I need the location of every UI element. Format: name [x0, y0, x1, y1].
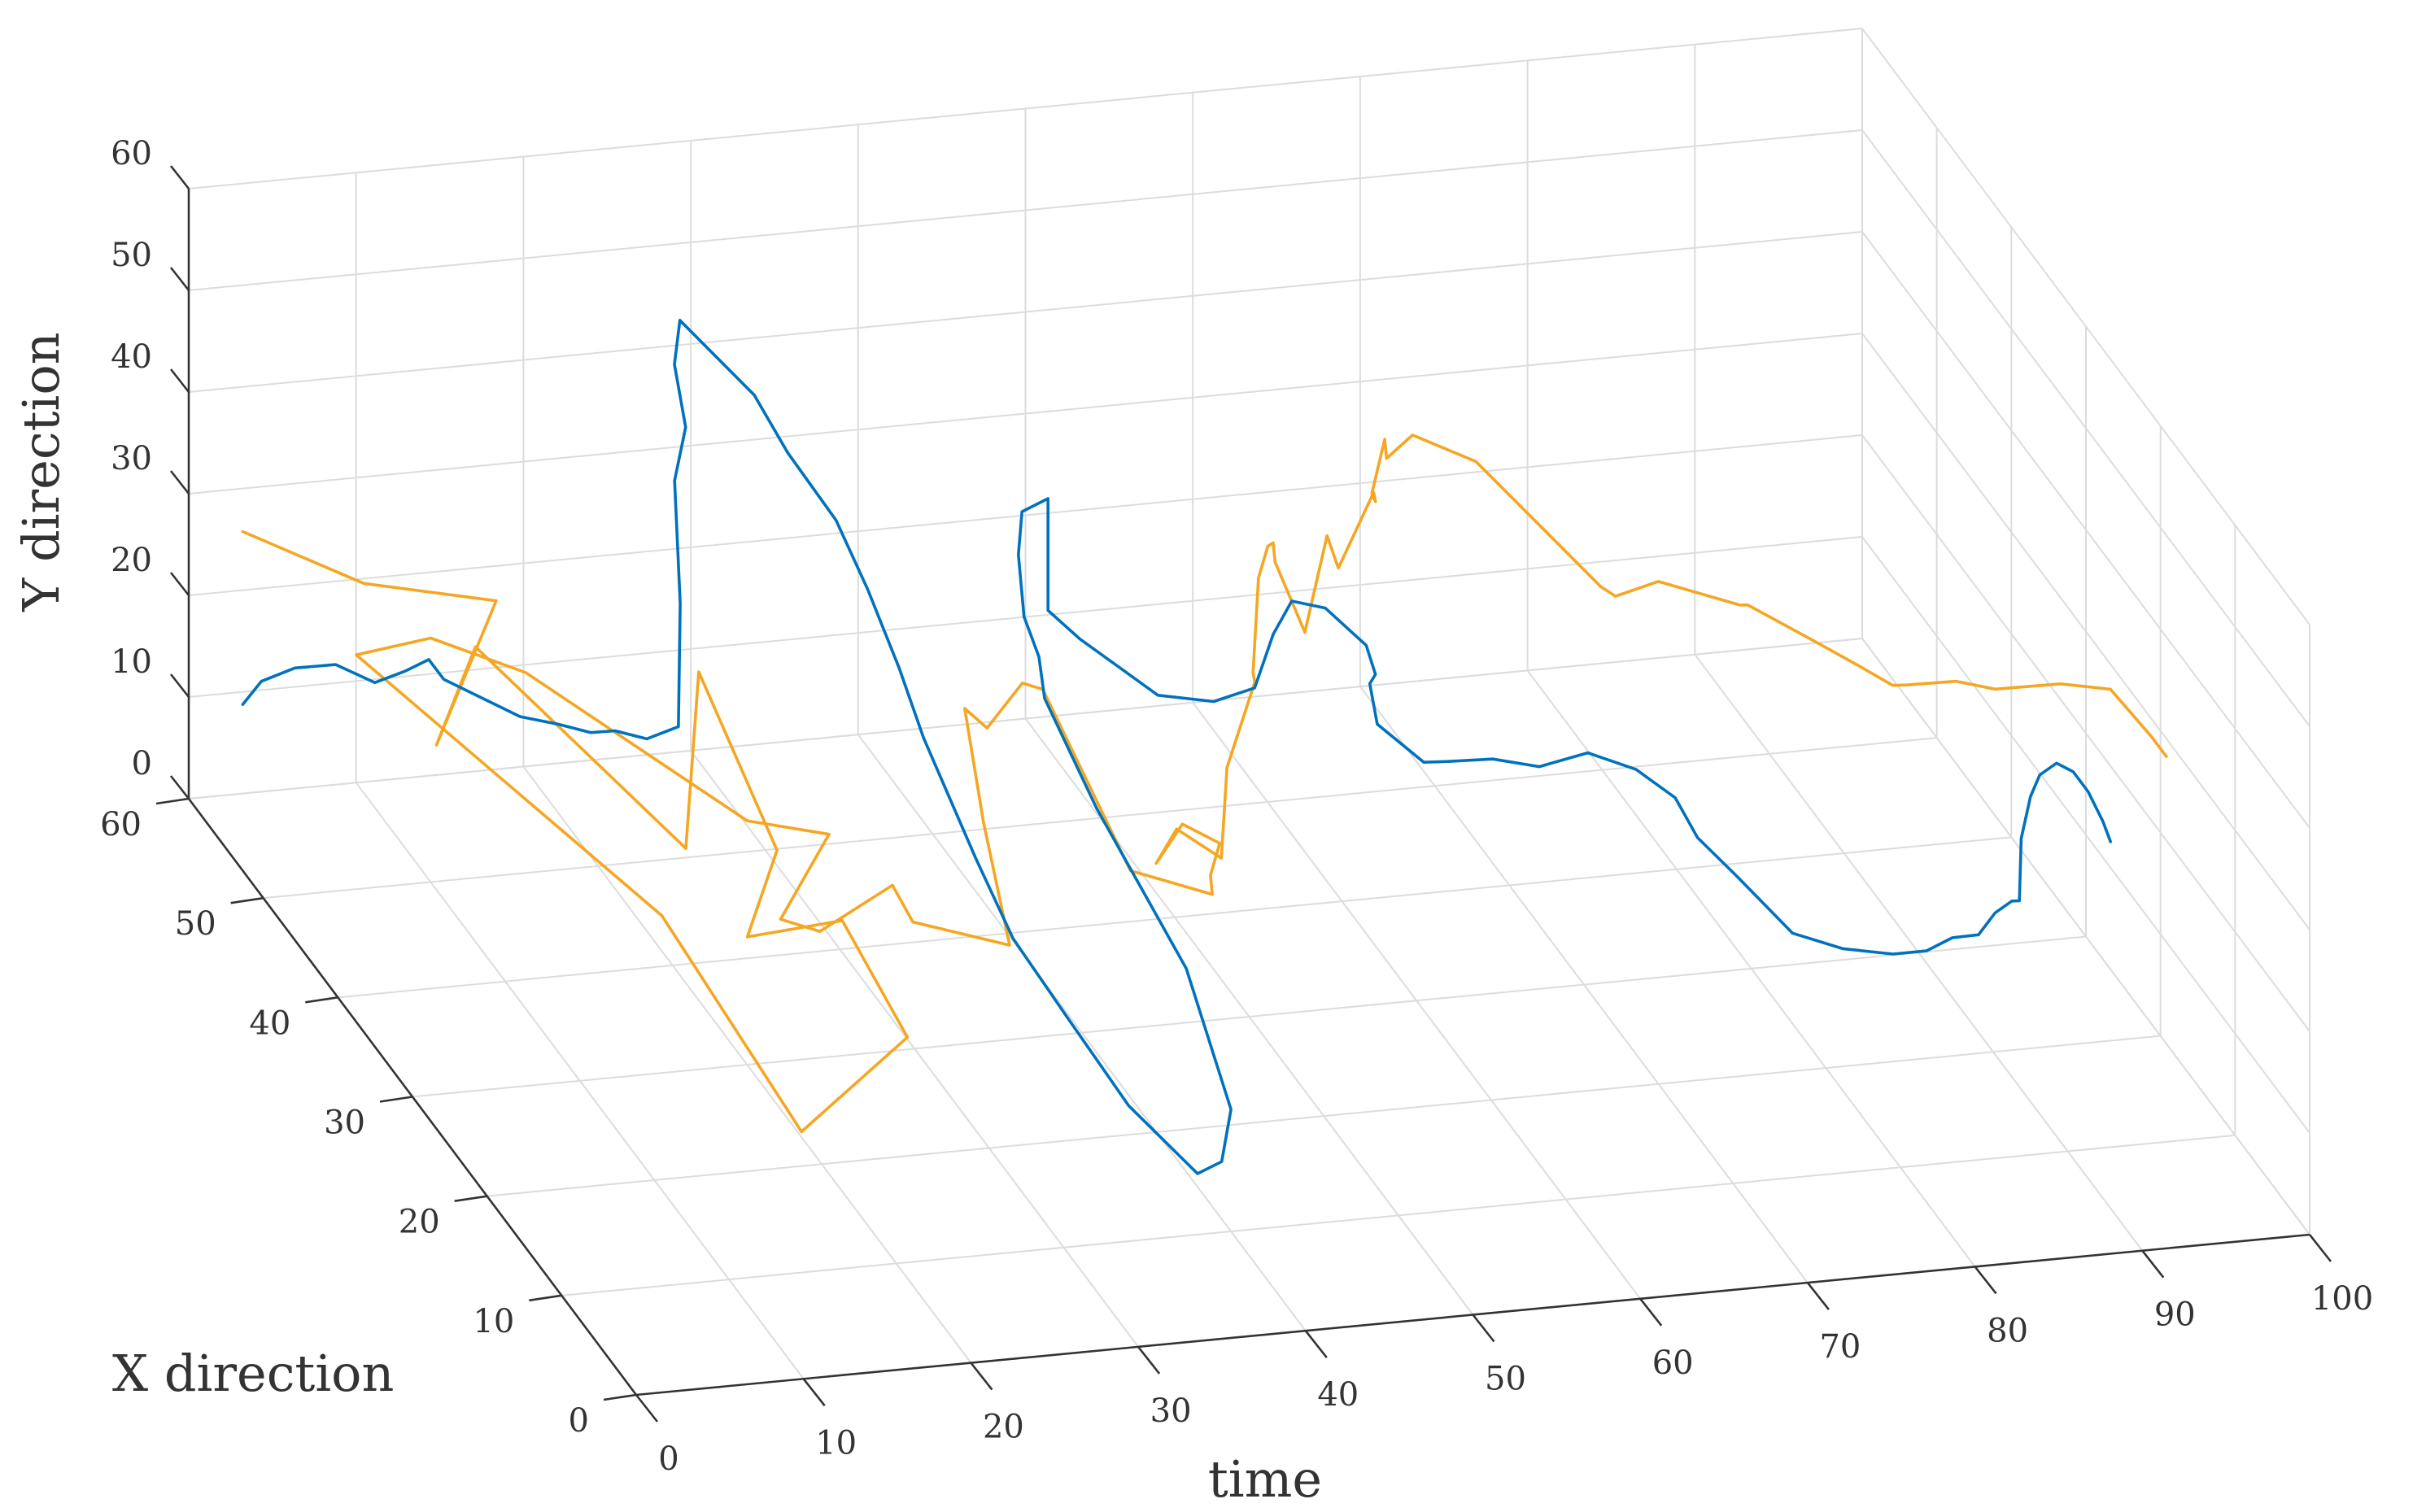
- back-wall-grid-line: [188, 638, 1863, 800]
- y-direction-tick-label: 20: [111, 542, 152, 579]
- time-tick-mark: [1472, 1314, 1495, 1343]
- time-tick-label: 20: [983, 1409, 1024, 1446]
- time-tick-label: 40: [1317, 1376, 1359, 1414]
- y-direction-tick-label: 30: [111, 440, 152, 477]
- side-wall-grid-line: [1861, 129, 2310, 727]
- y-direction-tick-mark: [169, 775, 190, 800]
- time-tick-mark: [802, 1378, 826, 1407]
- time-tick-mark: [1639, 1297, 1663, 1327]
- back-wall-grid-line: [188, 434, 1863, 596]
- floor-grid-line: [561, 1134, 2236, 1296]
- z-axis-title: Y direction: [11, 332, 71, 612]
- time-tick-label: 10: [815, 1424, 857, 1462]
- time-tick-mark: [2141, 1249, 2165, 1279]
- x-direction-tick-mark: [379, 1096, 413, 1103]
- side-wall-grid-line: [1861, 28, 2310, 625]
- floor-grid-line: [487, 1035, 2161, 1197]
- time-tick-label: 60: [1652, 1344, 1694, 1382]
- x-direction-tick-label: 10: [473, 1303, 514, 1340]
- x-direction-tick-mark: [529, 1294, 562, 1302]
- y-direction-tick-mark: [169, 368, 190, 393]
- floor-grid-line: [338, 836, 2012, 999]
- x-direction-tick-label: 0: [569, 1402, 589, 1440]
- plot-area: [241, 318, 2168, 1175]
- series-line: [241, 434, 2168, 1134]
- y-direction-tick-mark: [169, 673, 190, 698]
- back-wall-grid-line: [188, 28, 1863, 190]
- time-tick-label: 30: [1150, 1392, 1192, 1430]
- time-tick-mark: [2308, 1234, 2332, 1262]
- time-tick-label: 50: [1485, 1361, 1526, 1398]
- x-direction-tick-mark: [155, 797, 190, 805]
- y-axis-title: X direction: [112, 1344, 394, 1403]
- time-tick-mark: [1137, 1346, 1161, 1375]
- x-direction-tick-mark: [603, 1393, 637, 1401]
- y-direction-tick-label: 50: [111, 237, 152, 274]
- y-direction-tick-mark: [169, 165, 190, 190]
- back-wall-grid-line: [188, 231, 1863, 393]
- y-direction-tick-label: 40: [111, 338, 152, 376]
- x-direction-tick-mark: [454, 1195, 487, 1202]
- x-direction-tick-label: 30: [324, 1105, 365, 1142]
- x-direction-tick-label: 60: [100, 806, 142, 843]
- time-tick-mark: [635, 1394, 659, 1423]
- y-direction-tick-label: 60: [111, 135, 152, 172]
- time-tick-label: 90: [2154, 1296, 2196, 1334]
- back-wall-grid-line: [188, 333, 1863, 495]
- time-tick-label: 70: [1819, 1328, 1861, 1366]
- y-direction-tick-label: 0: [132, 745, 152, 782]
- x-direction-tick-label: 50: [175, 905, 216, 943]
- series-line: [241, 318, 2112, 1175]
- side-wall-grid-line: [1861, 536, 2310, 1134]
- floor-grid-line: [412, 935, 2087, 1098]
- time-tick-label: 100: [2311, 1280, 2373, 1318]
- y-direction-tick-mark: [169, 470, 190, 495]
- y-direction-tick-mark: [169, 572, 190, 596]
- time-tick-mark: [1806, 1282, 1830, 1310]
- y-direction-tick-mark: [169, 267, 190, 291]
- time-tick-mark: [970, 1362, 993, 1391]
- x-direction-tick-label: 20: [399, 1204, 440, 1241]
- x-axis-title: time: [1208, 1449, 1322, 1509]
- x-direction-tick-mark: [305, 996, 338, 1004]
- x-direction-tick-label: 40: [249, 1004, 290, 1042]
- time-tick-mark: [1304, 1330, 1328, 1359]
- tick-labels: 0 10 20 30 40 50 60 70 80 90 100 0 10 20 30 40 50 60 0 10 20…: [100, 135, 2373, 1478]
- time-tick-label: 0: [658, 1440, 678, 1478]
- x-direction-tick-mark: [230, 896, 264, 904]
- side-wall-grid-line: [1861, 434, 2310, 1032]
- y-direction-tick-label: 10: [111, 643, 152, 681]
- axes: [155, 165, 2332, 1423]
- time-tick-label: 80: [1987, 1312, 2028, 1349]
- back-wall-grid-line: [188, 129, 1863, 291]
- time-tick-mark: [1974, 1266, 1997, 1295]
- side-wall-grid-line: [1861, 638, 2310, 1235]
- side-wall-grid-line: [1861, 333, 2310, 930]
- floor-grid-line: [263, 737, 1937, 900]
- side-wall-grid-line: [1861, 231, 2310, 829]
